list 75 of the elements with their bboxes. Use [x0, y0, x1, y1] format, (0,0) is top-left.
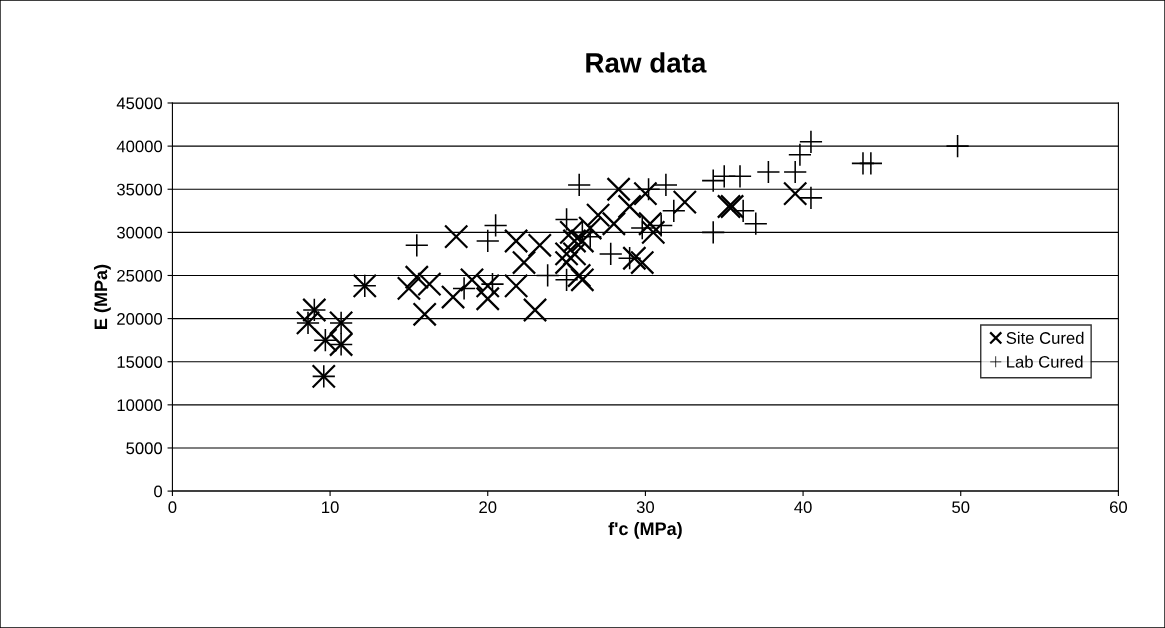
x-tick-label: 40 — [794, 501, 812, 514]
point — [859, 152, 882, 175]
point — [554, 250, 579, 275]
point — [799, 186, 823, 209]
point — [522, 297, 548, 323]
chart-title: Raw data — [586, 52, 707, 73]
x-tick-label: 30 — [636, 501, 655, 514]
point — [662, 199, 685, 222]
point — [637, 178, 660, 201]
point — [559, 220, 584, 245]
point — [702, 221, 725, 244]
point — [503, 228, 529, 254]
y-axis-title: E (MPa) — [93, 264, 111, 329]
point — [788, 143, 812, 166]
point — [618, 247, 641, 270]
y-tick-label: 15000 — [117, 356, 163, 368]
point — [617, 194, 642, 219]
point — [443, 224, 469, 249]
point — [511, 250, 537, 275]
point — [630, 250, 655, 275]
point — [527, 233, 552, 258]
point — [650, 214, 673, 237]
point — [566, 263, 592, 288]
point — [440, 284, 466, 310]
y-tick-label: 10000 — [117, 399, 163, 412]
x-tick-label: 10 — [322, 501, 339, 514]
point — [412, 302, 437, 327]
y-tick-label: 25000 — [117, 269, 163, 282]
point — [585, 202, 611, 228]
point — [570, 267, 595, 293]
point — [417, 271, 442, 297]
point — [475, 286, 500, 311]
point — [702, 169, 725, 192]
point — [396, 276, 422, 301]
x-tick-label: 20 — [479, 501, 497, 514]
y-tick-label: 30000 — [116, 226, 163, 239]
point — [475, 273, 500, 299]
y-tick-label: 5000 — [126, 442, 163, 455]
point — [452, 277, 476, 300]
point — [555, 268, 578, 291]
point — [601, 211, 627, 236]
y-tick-label: 40000 — [116, 140, 163, 153]
point — [562, 241, 587, 267]
y-tick-label: 0 — [154, 485, 163, 498]
point — [654, 173, 678, 197]
point — [799, 130, 823, 153]
legend-label: Lab Cured — [1007, 355, 1083, 368]
legend-label: Site Cured — [1006, 331, 1084, 344]
point — [481, 273, 504, 296]
x-tick-label: 0 — [168, 501, 177, 514]
x-axis-title: f'c (MPa) — [608, 521, 682, 539]
point — [782, 181, 808, 206]
x-tick-label: 60 — [1109, 501, 1128, 514]
point — [606, 177, 631, 202]
point — [568, 173, 591, 197]
y-tick-label: 45000 — [116, 97, 163, 110]
point — [784, 160, 807, 184]
point — [404, 264, 430, 290]
point — [732, 199, 755, 222]
point — [622, 246, 647, 271]
point — [744, 212, 767, 235]
point — [579, 225, 602, 248]
y-tick-label: 35000 — [116, 183, 163, 196]
point — [599, 242, 622, 266]
point — [757, 160, 780, 184]
point — [946, 135, 969, 158]
point — [503, 273, 529, 299]
x-tick-label: 50 — [952, 501, 970, 514]
point — [631, 216, 654, 240]
y-tick-label: 20000 — [117, 313, 163, 325]
point — [405, 234, 428, 257]
point — [554, 241, 579, 267]
point — [672, 189, 698, 215]
point — [476, 229, 499, 253]
point — [728, 165, 752, 188]
